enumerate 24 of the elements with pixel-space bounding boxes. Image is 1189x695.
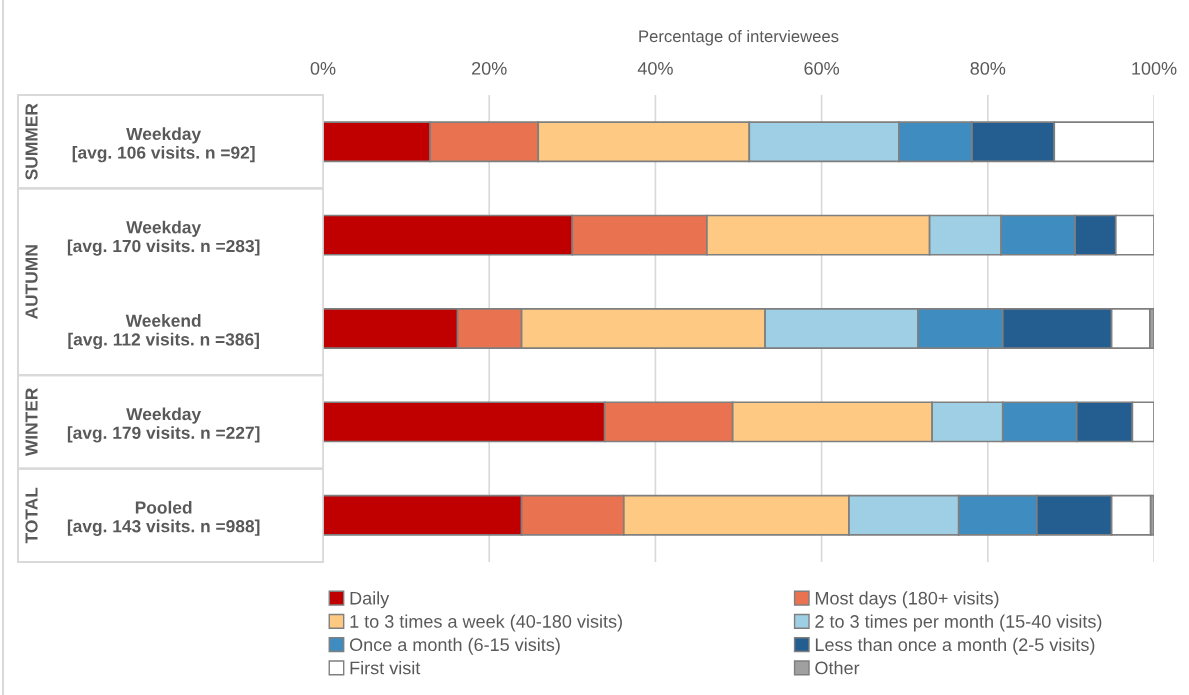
legend-label: 2 to 3 times per month (15-40 visits) — [815, 614, 1102, 632]
text: AUTUMN — [25, 245, 38, 319]
y-tick-label: Pooled [avg. 143 visits. n =988] — [67, 500, 260, 536]
y-tick-label: Weekday [avg. 170 visits. n =283] — [67, 220, 260, 256]
x-tick-label: 40% — [637, 61, 673, 75]
y-tick-label: Weekday [avg. 179 visits. n =227] — [67, 407, 260, 443]
legend-label: 1 to 3 times a week (40-180 visits) — [350, 614, 622, 632]
legend-label: Other — [815, 661, 860, 675]
x-tick-label: 20% — [472, 61, 507, 75]
legend-label: Less than once a month (2-5 visits) — [815, 637, 1095, 655]
x-tick-label: 80% — [970, 61, 1006, 75]
x-tick-label: 0% — [310, 61, 336, 75]
y-tick-label: Weekday [avg. 106 visits. n =92] — [72, 127, 255, 163]
legend-label: Once a month (6-15 visits) — [349, 637, 560, 655]
x-tick-label: 60% — [804, 61, 840, 75]
y-tick-label: Weekend [avg. 112 visits. n =386] — [68, 314, 259, 350]
text: TOTAL — [25, 487, 38, 544]
legend-label: First visit — [350, 661, 421, 675]
legend-label: Most days (180+ visits) — [815, 591, 999, 609]
x-tick-label: 100% — [1132, 61, 1177, 75]
text: SUMMER — [25, 103, 38, 180]
x-axis-title: Percentage of interviewees — [639, 29, 839, 46]
legend-label: Daily — [350, 591, 390, 609]
text: WINTER — [25, 388, 38, 457]
